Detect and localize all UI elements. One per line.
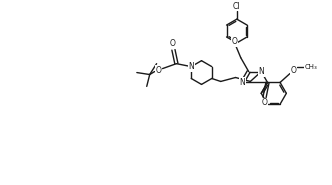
Text: Cl: Cl bbox=[233, 2, 241, 11]
Text: O: O bbox=[262, 98, 268, 107]
Text: O: O bbox=[156, 65, 162, 75]
Text: O: O bbox=[170, 39, 175, 48]
Text: CH₃: CH₃ bbox=[304, 64, 317, 70]
Text: N: N bbox=[188, 62, 194, 71]
Text: O: O bbox=[290, 65, 296, 75]
Text: N: N bbox=[239, 78, 245, 87]
Text: N: N bbox=[258, 67, 264, 76]
Text: O: O bbox=[231, 37, 237, 46]
